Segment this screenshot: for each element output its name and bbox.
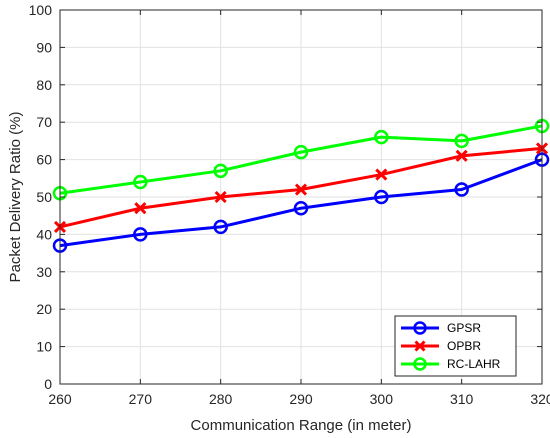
legend-label-gpsr: GPSR (447, 321, 481, 335)
data-point-gpsr (454, 182, 469, 197)
x-axis-label: Communication Range (in meter) (191, 417, 412, 434)
legend-marker-gpsr (413, 321, 427, 335)
x-tick-label: 290 (289, 391, 313, 407)
x-tick-label: 270 (129, 391, 153, 407)
data-point-rc-lahr (374, 129, 389, 145)
y-tick-label: 90 (36, 39, 52, 55)
y-tick-label: 20 (36, 301, 52, 317)
data-point-gpsr (293, 200, 309, 216)
y-tick-label: 40 (36, 226, 52, 242)
data-point-rc-lahr (213, 163, 228, 179)
data-point-rc-lahr (454, 133, 469, 149)
legend-item-rc-lahr: RC-LAHR (401, 357, 501, 371)
data-point-gpsr (133, 227, 148, 242)
y-tick-label: 80 (36, 77, 52, 93)
y-tick-label: 60 (36, 152, 52, 168)
y-tick-label: 100 (29, 2, 53, 18)
data-point-gpsr (213, 219, 228, 235)
x-tick-labels: 260 270 280 290 300 310 320 (48, 391, 550, 407)
data-point-rc-lahr (293, 144, 309, 160)
y-tick-label: 50 (36, 189, 52, 205)
y-axis-label: Packet Delivery Ratio (%) (7, 112, 24, 283)
data-point-opbr (455, 149, 468, 162)
legend: GPSR OPBR RC-LAHR (394, 315, 517, 377)
legend-label-opbr: OPBR (447, 339, 481, 353)
x-tick-label: 280 (209, 391, 233, 407)
data-point-rc-lahr (133, 174, 148, 190)
data-point-opbr (375, 168, 388, 181)
legend-item-gpsr: GPSR (401, 321, 481, 335)
y-tick-label: 10 (36, 339, 52, 355)
x-tick-label: 300 (370, 391, 394, 407)
x-tick-label: 310 (450, 391, 474, 407)
series-line-rc-lahr (59, 124, 543, 195)
series-line-gpsr (59, 158, 543, 248)
data-point-opbr (214, 190, 227, 204)
y-tick-label: 70 (36, 114, 52, 130)
legend-marker-opbr (414, 340, 426, 352)
ticks (59, 9, 543, 385)
legend-marker-rc-lahr (413, 357, 427, 371)
legend-item-opbr: OPBR (401, 339, 481, 353)
x-tick-label: 260 (48, 391, 72, 407)
data-point-gpsr (374, 189, 389, 205)
x-tick-label: 320 (530, 391, 550, 407)
y-tick-label: 0 (44, 376, 52, 392)
data-point-opbr (294, 183, 308, 196)
y-tick-labels: 0 10 20 30 40 50 60 70 80 90 100 (29, 2, 53, 392)
legend-label-rc-lahr: RC-LAHR (447, 357, 501, 371)
data-point-opbr (134, 202, 147, 215)
y-tick-label: 30 (36, 264, 52, 280)
